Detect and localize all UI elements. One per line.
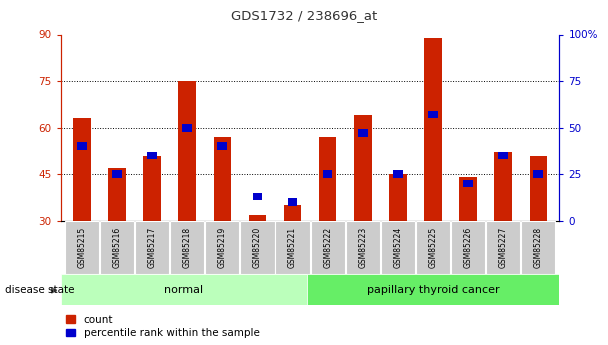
Bar [345,221,380,274]
Bar [61,274,306,305]
Bar [424,38,442,221]
Text: GSM85226: GSM85226 [463,227,472,268]
Bar [311,221,345,274]
Bar [100,221,134,274]
Bar [521,221,555,274]
Bar [459,177,477,221]
Bar [306,274,559,305]
Bar [533,170,543,178]
Bar [381,221,415,274]
Bar [147,152,157,159]
Bar [249,215,266,221]
Bar [135,221,169,274]
Bar [530,156,547,221]
Text: papillary thyroid cancer: papillary thyroid cancer [367,285,499,295]
Bar [428,111,438,118]
Text: GSM85220: GSM85220 [253,227,262,268]
Text: GSM85221: GSM85221 [288,227,297,268]
Bar [499,152,508,159]
Text: GSM85228: GSM85228 [534,227,543,268]
Text: GDS1732 / 238696_at: GDS1732 / 238696_at [231,9,377,22]
Text: GSM85215: GSM85215 [77,227,86,268]
Bar [170,221,204,274]
Text: GSM85225: GSM85225 [429,227,438,268]
Bar [323,170,333,178]
Bar [354,115,371,221]
Text: GSM85227: GSM85227 [499,227,508,268]
Text: GSM85224: GSM85224 [393,227,402,268]
Text: normal: normal [164,285,203,295]
Bar [143,156,161,221]
Bar [112,170,122,178]
Bar [252,193,262,200]
Text: GSM85222: GSM85222 [323,227,332,268]
Bar [319,137,336,221]
Bar [206,221,240,274]
Bar [494,152,512,221]
Bar [77,142,87,150]
Bar [451,221,485,274]
Bar [389,174,407,221]
Legend: count, percentile rank within the sample: count, percentile rank within the sample [66,315,260,338]
Text: GSM85218: GSM85218 [182,227,192,268]
Bar [240,221,275,274]
Bar [65,221,99,274]
Bar [213,137,231,221]
Text: GSM85219: GSM85219 [218,227,227,268]
Text: GSM85217: GSM85217 [148,227,157,268]
Bar [218,142,227,150]
Bar [178,81,196,221]
Bar [108,168,126,221]
Bar [275,221,309,274]
Text: GSM85216: GSM85216 [112,227,122,268]
Text: GSM85223: GSM85223 [358,227,367,268]
Bar [358,129,368,137]
Bar [486,221,520,274]
Bar [284,205,302,221]
Bar [463,180,473,187]
Bar [288,198,297,206]
Bar [182,124,192,131]
Text: disease state: disease state [5,286,74,295]
Bar [73,118,91,221]
Bar [416,221,450,274]
Bar [393,170,402,178]
